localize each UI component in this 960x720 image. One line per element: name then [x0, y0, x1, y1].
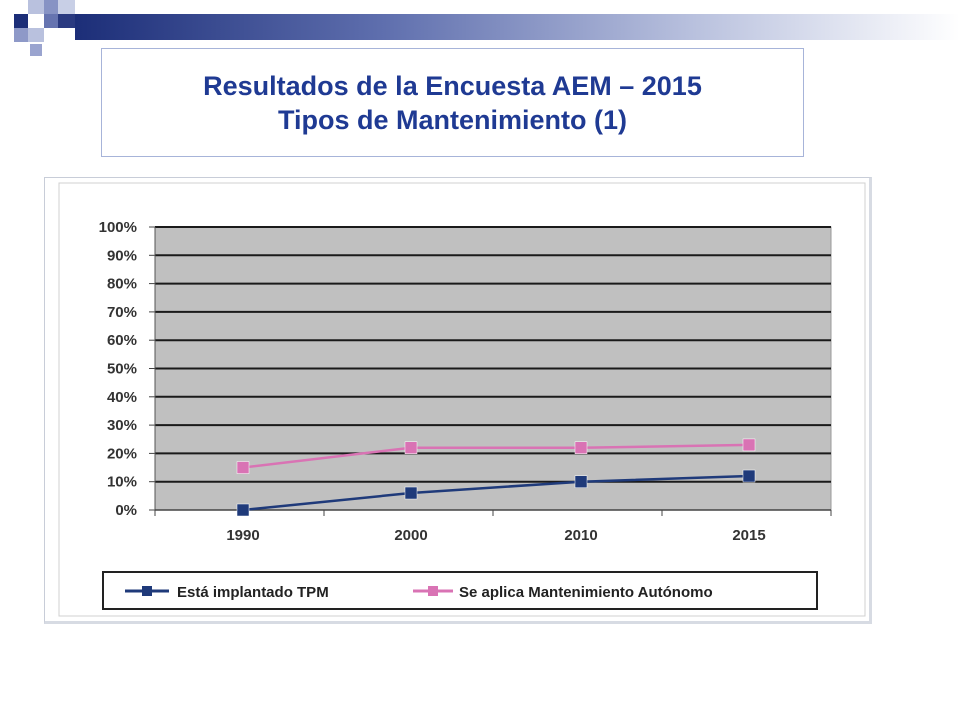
- series-line-2: [242, 443, 750, 469]
- legend-swatch-marker: [428, 586, 438, 596]
- y-axis: 0% 10% 20% 30% 40% 50% 60% 70% 80% 90% 100%: [99, 219, 156, 519]
- y-tick-label: 90%: [107, 247, 137, 264]
- series-1-point: [574, 475, 588, 488]
- decor-square-light: [58, 0, 75, 14]
- decor-square-navy: [58, 14, 75, 28]
- series-1-point: [404, 486, 418, 500]
- slide-title-box: Resultados de la Encuesta AEM – 2015 Tip…: [101, 48, 804, 157]
- y-tick-label: 100%: [99, 219, 137, 236]
- decor-square-light: [28, 28, 44, 42]
- legend-label-1: Está implantado TPM: [177, 584, 329, 601]
- y-tick-label: 60%: [107, 332, 137, 349]
- x-tick-label: 2015: [732, 527, 765, 544]
- x-tick-label: 2000: [394, 527, 427, 544]
- decor-square-light: [28, 0, 44, 14]
- y-tick-label: 80%: [107, 276, 137, 293]
- gridlines: [155, 226, 831, 483]
- series-2-point: [404, 441, 418, 454]
- line-chart: 0% 10% 20% 30% 40% 50% 60% 70% 80% 90% 100% 1990 20…: [58, 182, 866, 617]
- legend-swatch-marker: [142, 586, 152, 596]
- series-line-1: [242, 474, 750, 512]
- header-gradient-bar: [75, 14, 960, 40]
- y-tick-label: 40%: [107, 389, 137, 406]
- x-tick-label: 2010: [564, 527, 597, 544]
- decor-square-mid: [14, 28, 28, 42]
- chart-inner-border: [58, 182, 866, 617]
- slide-title-line2: Tipos de Mantenimiento (1): [277, 104, 628, 135]
- series-2-point: [236, 461, 250, 474]
- legend: Está implantado TPM Se aplica Mantenimien…: [102, 571, 818, 610]
- y-tick-label: 30%: [107, 417, 137, 434]
- x-axis: 1990 2000 2010 2015: [154, 509, 832, 544]
- x-tick-label: 1990: [226, 527, 259, 544]
- decor-square-light: [30, 44, 42, 56]
- y-tick-label: 50%: [107, 361, 137, 378]
- series-1-point: [742, 469, 756, 483]
- series-2-point: [574, 441, 588, 454]
- decor-square-navy: [14, 14, 28, 28]
- decor-square-mid: [44, 14, 58, 28]
- legend-label-2: Se aplica Mantenimiento Autónomo: [459, 584, 713, 601]
- decor-square-mid: [44, 0, 58, 14]
- slide-title-line1: Resultados de la Encuesta AEM – 2015: [203, 70, 702, 101]
- series-layer: [236, 438, 756, 517]
- y-tick-label: 20%: [107, 445, 137, 462]
- chart-frame: 0% 10% 20% 30% 40% 50% 60% 70% 80% 90% 100% 1990 20…: [44, 177, 872, 624]
- y-tick-label: 10%: [107, 474, 137, 491]
- y-tick-label: 0%: [115, 502, 137, 519]
- legend-box: [102, 571, 818, 610]
- series-2-point: [742, 438, 756, 452]
- y-tick-label: 70%: [107, 304, 137, 321]
- series-1-point: [236, 503, 250, 517]
